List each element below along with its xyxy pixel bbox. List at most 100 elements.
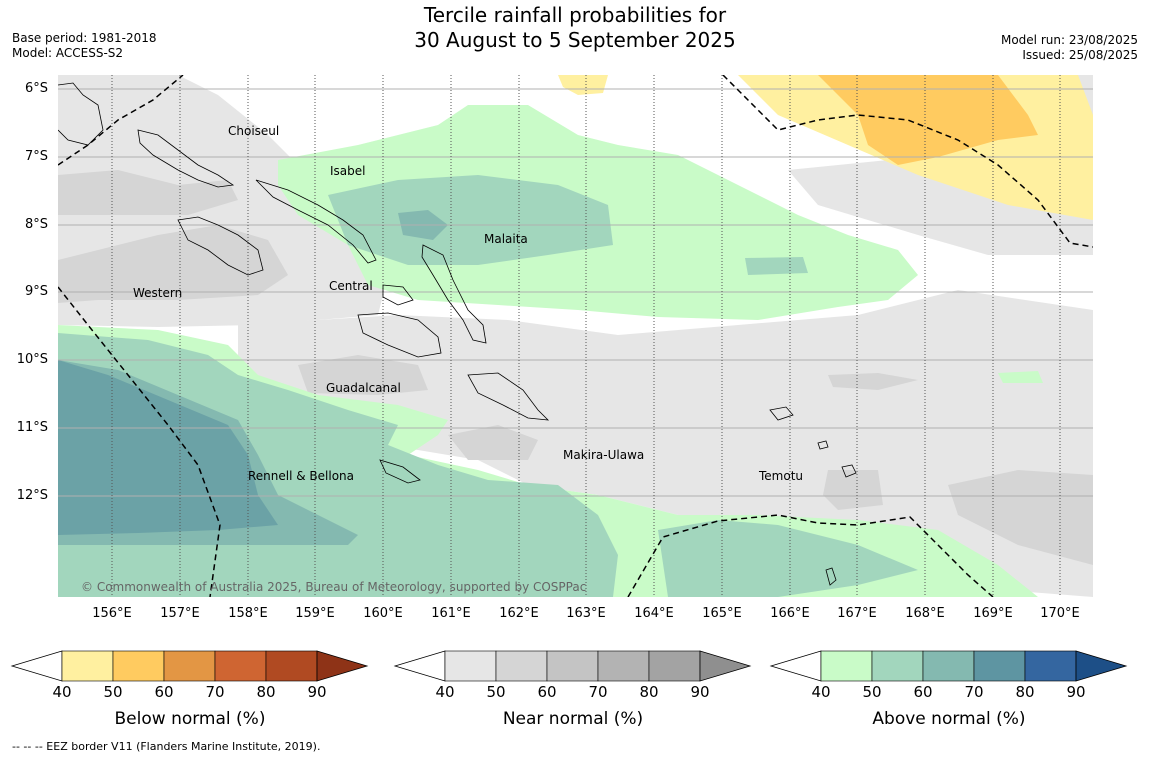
colorbar-below-normal <box>10 650 369 682</box>
model-run: Model run: 23/08/2025 <box>1000 33 1138 47</box>
colorbar-tick-label: 50 <box>862 683 882 701</box>
guadalcanal-outline <box>357 312 442 358</box>
model-name: Model: ACCESS-S2 <box>12 46 124 60</box>
lon-label-166e: 166°E <box>770 606 810 621</box>
colorbar-min-extend <box>769 650 822 682</box>
colorbar-tick-label: 50 <box>103 683 123 701</box>
lon-label-158e: 158°E <box>228 606 268 621</box>
colorbar-title-near-normal: Near normal (%) <box>502 709 644 729</box>
colorbar-segment <box>265 650 318 682</box>
florida-islands-outline <box>382 284 414 306</box>
santa-cruz-outline <box>817 440 829 450</box>
makira-outline <box>467 372 550 421</box>
region-label-rennell: Rennell & Bellona <box>248 469 354 483</box>
latitude-gridlines <box>58 88 1093 497</box>
tikopia-outline <box>825 567 837 586</box>
colorbar-tick-label: 50 <box>486 683 506 701</box>
lon-label-157e: 157°E <box>160 606 200 621</box>
island-outlines <box>58 82 857 586</box>
colorbar-min-extend <box>393 650 446 682</box>
region-labels: Choiseul Isabel Malaita Western Central … <box>133 124 803 483</box>
colorbar-segment <box>163 650 216 682</box>
region-label-guadalcanal: Guadalcanal <box>326 381 401 395</box>
lon-label-168e: 168°E <box>905 606 945 621</box>
region-label-isabel: Isabel <box>330 164 365 178</box>
meta-right: Model run: 23/08/2025 Issued: 25/08/2025 <box>1001 33 1138 63</box>
lat-label-7s: 7°S <box>24 149 48 164</box>
colorbar-above-normal <box>769 650 1128 682</box>
colorbar-segment <box>61 650 114 682</box>
title-line-1: Tercile rainfall probabilities for <box>423 3 727 27</box>
colorbar-tick-label: 40 <box>52 683 72 701</box>
eez-border <box>58 75 1093 597</box>
vanikoro-outline <box>769 406 794 421</box>
colorbar-segment <box>1024 650 1077 682</box>
colorbar-tick-label: 40 <box>435 683 455 701</box>
lon-label-162e: 162°E <box>499 606 539 621</box>
issued-date: Issued: 25/08/2025 <box>1022 48 1138 62</box>
colorbar-tick-label: 60 <box>154 683 174 701</box>
colorbar-segment <box>973 650 1026 682</box>
lon-label-156e: 156°E <box>92 606 132 621</box>
colorbar-tick-label: 60 <box>537 683 557 701</box>
colorbar-segment <box>546 650 599 682</box>
region-label-choiseul: Choiseul <box>228 124 279 138</box>
lon-label-165e: 165°E <box>702 606 742 621</box>
malaita-outline <box>421 244 487 344</box>
below-normal-shading <box>558 75 1093 220</box>
choiseul-outline <box>137 129 235 188</box>
colorbar-max-extend <box>1075 650 1128 682</box>
base-period: Base period: 1981-2018 <box>12 31 157 45</box>
colorbar-max-extend <box>316 650 369 682</box>
colorbar-tick-label: 70 <box>964 683 984 701</box>
region-label-western: Western <box>133 286 182 300</box>
utupua-outline <box>841 464 857 478</box>
colorbar-tick-label: 90 <box>690 683 710 701</box>
colorbar-near-normal <box>393 650 752 682</box>
lon-label-170e: 170°E <box>1040 606 1080 621</box>
colorbar-tick-label: 40 <box>811 683 831 701</box>
colorbar-segment <box>444 650 497 682</box>
lat-label-8s: 8°S <box>24 217 48 232</box>
colorbar-tick-label: 90 <box>1066 683 1086 701</box>
region-label-central: Central <box>329 279 373 293</box>
region-label-temotu: Temotu <box>758 469 803 483</box>
longitude-gridlines <box>111 75 1061 597</box>
colorbar-segment <box>112 650 165 682</box>
meta-left: Base period: 1981-2018 Model: ACCESS-S2 <box>12 31 157 61</box>
region-label-makira: Makira-Ulawa <box>563 448 644 462</box>
colorbar-tick-label: 80 <box>1015 683 1035 701</box>
map-title: Tercile rainfall probabilities for 30 Au… <box>0 3 1150 53</box>
rennell-outline <box>379 459 421 484</box>
lat-label-9s: 9°S <box>24 284 48 299</box>
colorbar-strip <box>10 650 1128 682</box>
colorbar-segment <box>214 650 267 682</box>
colorbar-segment <box>495 650 548 682</box>
isabel-outline <box>255 179 377 264</box>
lon-label-161e: 161°E <box>431 606 471 621</box>
eez-footnote: -- -- -- EEZ border V11 (Flanders Marine… <box>12 740 321 753</box>
colorbar-segment <box>871 650 924 682</box>
map-area: Choiseul Isabel Malaita Western Central … <box>58 75 1093 597</box>
colorbar-max-extend <box>699 650 752 682</box>
lon-label-159e: 159°E <box>295 606 335 621</box>
colorbar-tick-label: 80 <box>639 683 659 701</box>
colorbar-tick-label: 70 <box>588 683 608 701</box>
lat-label-11s: 11°S <box>16 420 48 435</box>
colorbar-tick-label: 80 <box>256 683 276 701</box>
colorbar-segment <box>922 650 975 682</box>
colorbar-segment <box>597 650 650 682</box>
above-normal-shading <box>58 105 1043 597</box>
colorbar-title-below-normal: Below normal (%) <box>114 709 266 729</box>
region-label-malaita: Malaita <box>484 232 528 246</box>
copyright-notice: © Commonwealth of Australia 2025, Bureau… <box>81 580 587 594</box>
bougainville-outline <box>58 82 104 146</box>
lat-label-12s: 12°S <box>16 488 48 503</box>
colorbar-title-above-normal: Above normal (%) <box>872 709 1026 729</box>
lon-label-163e: 163°E <box>566 606 606 621</box>
colorbar-min-extend <box>10 650 63 682</box>
colorbar-segment <box>820 650 873 682</box>
colorbar-tick-label: 70 <box>205 683 225 701</box>
lon-label-169e: 169°E <box>973 606 1013 621</box>
lon-label-160e: 160°E <box>363 606 403 621</box>
